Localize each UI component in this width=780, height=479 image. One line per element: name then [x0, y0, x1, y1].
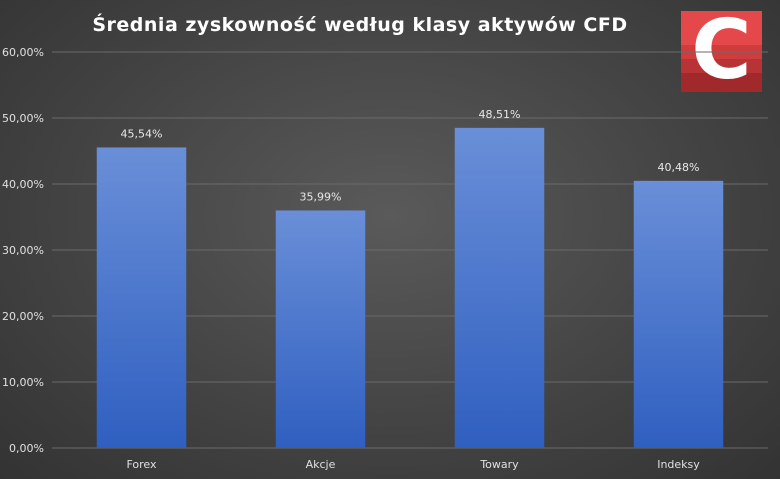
y-tick-label: 40,00% [2, 178, 44, 191]
data-label: 48,51% [479, 108, 521, 121]
x-tick-label: Forex [126, 458, 157, 471]
x-tick-label: Indeksy [657, 458, 700, 471]
bar-indeksy [633, 180, 724, 448]
y-axis-ticks: 0,00% 10,00% 20,00% 30,00% 40,00% 50,00% 60,00… [2, 46, 44, 455]
data-label: 40,48% [658, 161, 700, 174]
chart-title: Średnia zyskowność według klasy aktywów … [92, 14, 628, 36]
y-tick-label: 30,00% [2, 244, 44, 257]
x-tick-label: Akcje [306, 458, 336, 471]
bar-towary [454, 127, 545, 449]
y-tick-label: 50,00% [2, 112, 44, 125]
y-tick-label: 60,00% [2, 46, 44, 59]
y-tick-label: 0,00% [9, 442, 44, 455]
bars [96, 127, 724, 449]
y-tick-label: 20,00% [2, 310, 44, 323]
x-axis-ticks: Forex Akcje Towary Indeksy [126, 458, 700, 471]
data-label: 35,99% [300, 190, 342, 203]
x-tick-label: Towary [479, 458, 519, 471]
y-tick-label: 10,00% [2, 376, 44, 389]
data-label: 45,54% [121, 127, 163, 140]
data-labels: 45,54% 35,99% 48,51% 40,48% [121, 108, 700, 204]
bar-forex [96, 147, 187, 448]
bar-akcje [275, 210, 366, 448]
